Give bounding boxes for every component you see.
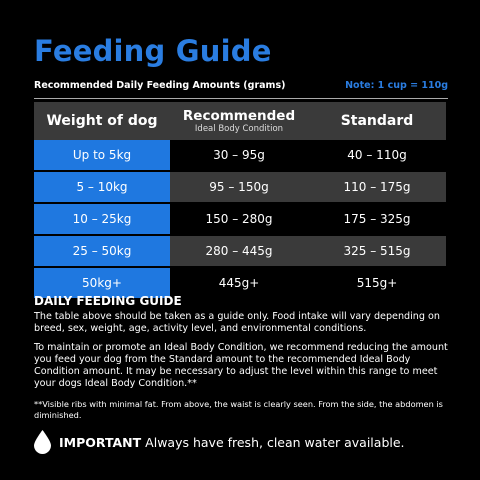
cell-recommended: 150 – 280g	[170, 204, 308, 234]
divider	[34, 98, 448, 99]
table-header: Weight of dog Recommended Ideal Body Con…	[34, 102, 446, 140]
cell-weight: Up to 5kg	[34, 140, 170, 172]
table-row: 10 – 25kg 150 – 280g 175 – 325g	[34, 204, 446, 236]
cell-standard: 40 – 110g	[308, 140, 446, 170]
guide-footnote: **Visible ribs with minimal fat. From ab…	[34, 399, 443, 420]
table-row: 50kg+ 445g+ 515g+	[34, 268, 446, 300]
header-weight: Weight of dog	[46, 113, 158, 129]
cup-note: Note: 1 cup = 110g	[345, 80, 448, 91]
header-recommended: Recommended Ideal Body Condition	[170, 102, 308, 140]
feeding-table: Weight of dog Recommended Ideal Body Con…	[34, 102, 446, 300]
cell-standard: 110 – 175g	[308, 172, 446, 202]
cell-weight: 50kg+	[34, 268, 170, 300]
header-standard: Standard	[340, 113, 414, 129]
table-row: 25 – 50kg 280 – 445g 325 – 515g	[34, 236, 446, 268]
cell-weight: 5 – 10kg	[34, 172, 170, 204]
important-label: IMPORTANT	[59, 434, 142, 450]
cell-standard: 175 – 325g	[308, 204, 446, 234]
cell-recommended: 445g+	[170, 268, 308, 298]
page-title: Feeding Guide	[34, 34, 272, 68]
important-text: Always have fresh, clean water available…	[145, 434, 405, 450]
cell-weight: 10 – 25kg	[34, 204, 170, 236]
important-note: IMPORTANT Always have fresh, clean water…	[34, 430, 405, 454]
cell-weight: 25 – 50kg	[34, 236, 170, 268]
cell-standard: 325 – 515g	[308, 236, 446, 266]
subtitle: Recommended Daily Feeding Amounts (grams…	[34, 80, 286, 91]
water-drop-icon	[34, 430, 51, 454]
table-row: Up to 5kg 30 – 95g 40 – 110g	[34, 140, 446, 172]
guide-paragraph-2: To maintain or promote an Ideal Body Con…	[34, 342, 448, 389]
cell-recommended: 30 – 95g	[170, 140, 308, 170]
cell-recommended: 95 – 150g	[170, 172, 308, 202]
header-recommended-label: Recommended	[182, 107, 296, 124]
subtitle-row: Recommended Daily Feeding Amounts (grams…	[34, 80, 448, 96]
header-recommended-sub: Ideal Body Condition	[194, 123, 284, 134]
table-row: 5 – 10kg 95 – 150g 110 – 175g	[34, 172, 446, 204]
cell-recommended: 280 – 445g	[170, 236, 308, 266]
guide-heading: DAILY FEEDING GUIDE	[34, 294, 182, 308]
guide-paragraph-1: The table above should be taken as a gui…	[34, 311, 440, 334]
cell-standard: 515g+	[308, 268, 446, 298]
